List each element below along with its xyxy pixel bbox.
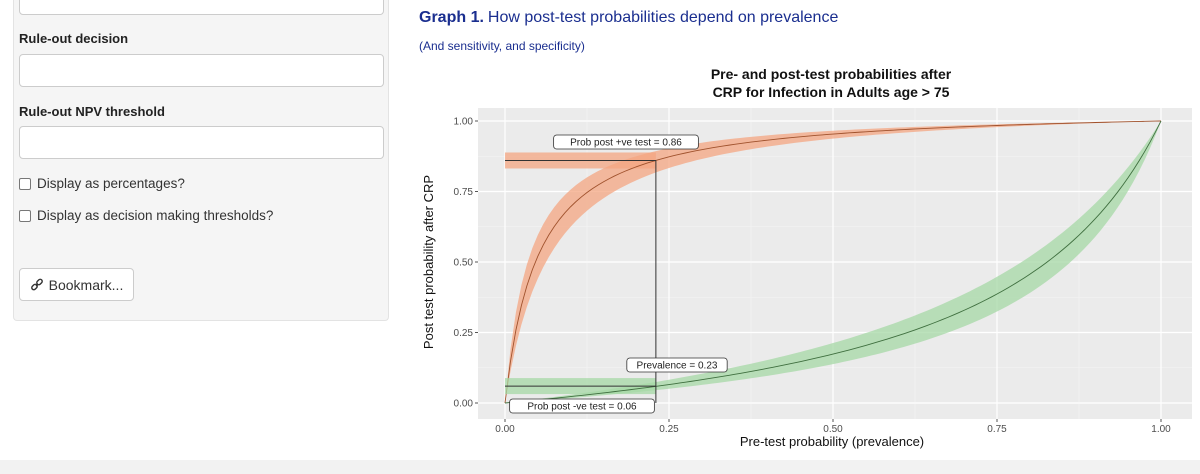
line-neg [504,120,1162,404]
annotation-pos: Prob post +ve test = 0.86 [570,138,682,149]
annotation-prevalence: Prevalence = 0.23 [637,361,718,372]
display-thresholds-label: Display as decision making thresholds? [37,208,274,223]
x-tick-label: 0.25 [659,424,679,435]
x-tick-label: 1.00 [1151,424,1171,435]
line-pos [504,120,1162,404]
chart-title-line1: Pre- and post-test probabilities after [711,66,952,82]
y-tick-label: 0.25 [454,328,474,339]
annotation-prevalence-box [626,357,728,373]
top-input-field[interactable] [19,0,384,15]
display-thresholds-checkbox[interactable] [19,209,31,222]
x-axis-label: Pre-test probability (prevalence) [740,434,924,449]
y-tick-label: 0.00 [454,399,474,410]
display-thresholds-row[interactable]: Display as decision making thresholds? [19,208,273,223]
y-axis-label: Post test probability after CRP [421,175,436,349]
rule-out-npv-input[interactable] [19,126,384,159]
graph-title-text: How post-test probabilities depend on pr… [487,9,839,26]
sidebar-panel: Rule-out decision Rule-out NPV threshold… [13,0,389,321]
y-tick-label: 0.50 [454,258,474,269]
x-tick-label: 0.00 [495,424,515,435]
display-percentages-checkbox[interactable] [19,177,31,190]
link-icon [30,278,43,290]
graph-subtitle: (And sensitivity, and specificity) [419,39,585,53]
x-tick-label: 0.75 [987,424,1007,435]
rule-out-decision-label: Rule-out decision [19,31,129,46]
rule-out-decision-input[interactable] [19,54,384,87]
graph-prefix: Graph 1. [419,9,484,26]
chart-svg: Prob post +ve test = 0.86 Prevalence = 0.… [421,66,1192,449]
annotation-pos-box [553,134,699,150]
ribbon-neg [505,121,1161,403]
footer-bar [0,460,1200,474]
x-tick-label: 0.50 [823,424,843,435]
display-percentages-label: Display as percentages? [37,176,185,191]
bookmark-button[interactable]: Bookmark... [19,268,134,301]
y-tick-label: 1.00 [454,117,474,128]
annotation-neg: Prob post -ve test = 0.06 [527,402,637,413]
y-tick-label: 0.75 [454,187,474,198]
annotation-neg-box [509,398,655,414]
rule-out-npv-label: Rule-out NPV threshold [19,104,165,119]
graph-title: Graph 1. How post-test probabilities depe… [419,9,838,27]
chart-title-line2: CRP for Infection in Adults age > 75 [713,84,950,100]
bookmark-label: Bookmark... [48,276,124,293]
chart-container: Prob post +ve test = 0.86 Prevalence = 0.… [420,64,1200,456]
display-percentages-row[interactable]: Display as percentages? [19,176,185,191]
